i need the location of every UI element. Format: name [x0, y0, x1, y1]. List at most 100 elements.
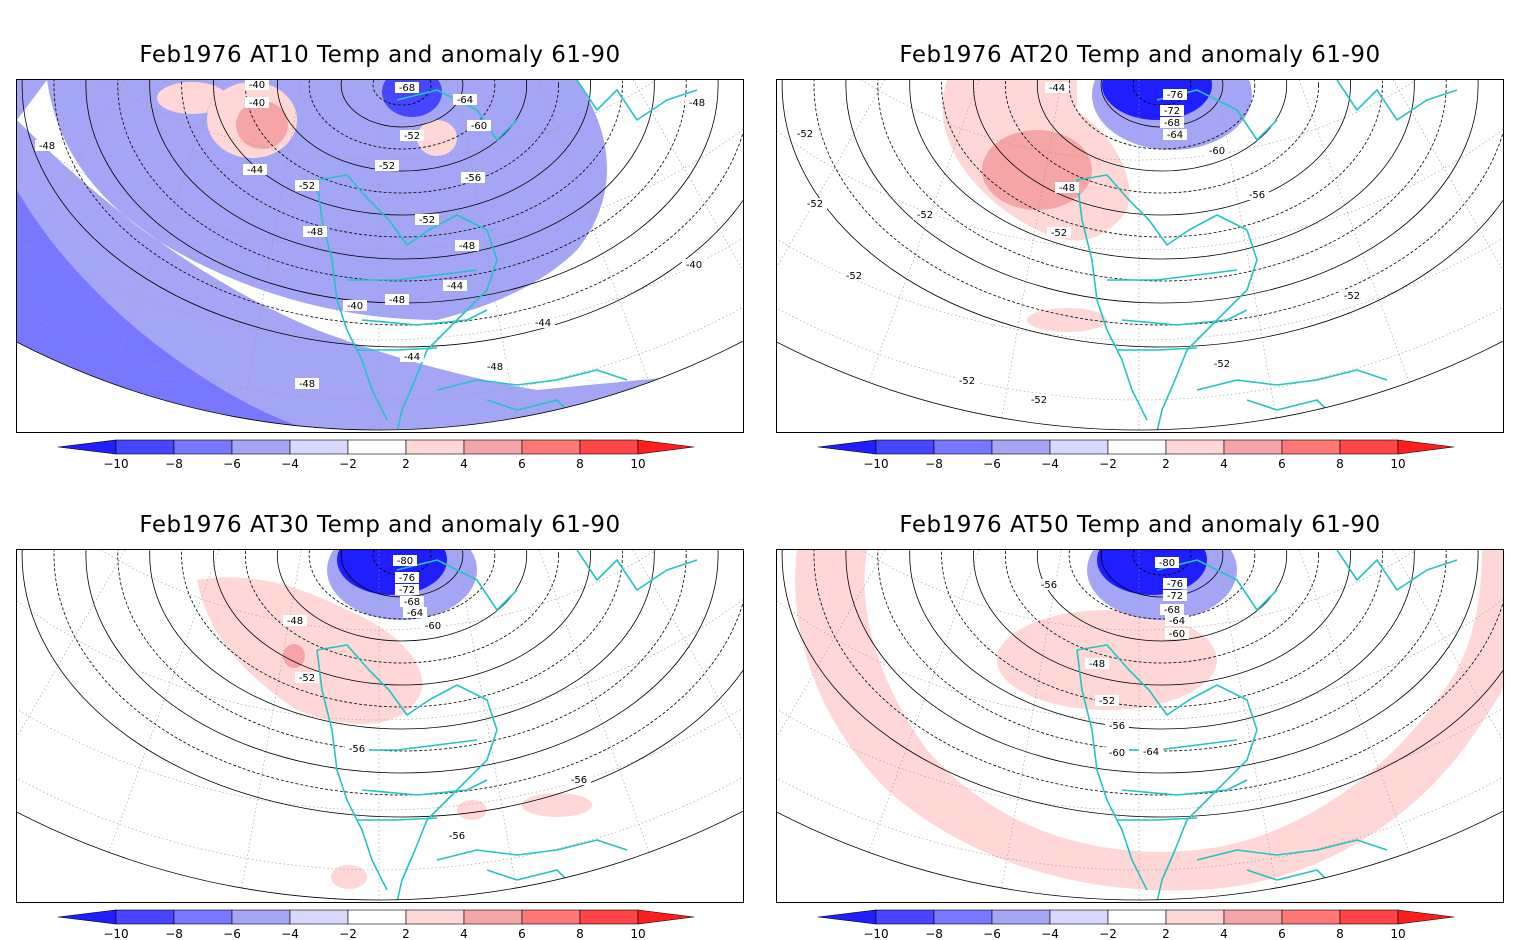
coastline — [1076, 179, 1148, 421]
polar-map: -40 -40 -48 -68 -64 -60 -52 -52 -44 -52 -56 -52 -48 -… — [16, 79, 744, 433]
contour-label: -56 — [571, 775, 587, 786]
colorbar-segment — [991, 439, 1051, 455]
colorbar: −10 −8 −6 −4 −2 2 4 6 8 10 — [818, 439, 1455, 470]
contour-label: -68 — [399, 83, 415, 94]
contour-label-bg — [283, 615, 307, 626]
contour-label-bg — [483, 361, 507, 372]
colorbar-segment — [1281, 439, 1341, 455]
contour-label-bg — [395, 584, 419, 595]
longitude-line — [239, 550, 328, 898]
anomaly-region — [331, 865, 367, 889]
contour-label: -48 — [389, 295, 405, 306]
longitude-line — [528, 550, 743, 803]
coastline — [347, 739, 478, 751]
contour-label-bg — [913, 209, 937, 220]
contour-label-bg — [303, 226, 327, 237]
panel-title: Feb1976 AT50 Temp and anomaly 61-90 — [899, 512, 1381, 538]
colorbar-arrow-right — [1397, 909, 1455, 925]
coastline — [1196, 369, 1388, 391]
contour-label-bg — [35, 140, 59, 151]
contour-label: -52 — [846, 271, 862, 282]
coastline — [1117, 817, 1198, 821]
coastline — [576, 80, 698, 121]
contour-label-bg — [467, 120, 491, 131]
colorbar-tick-label: 8 — [1336, 927, 1344, 940]
colorbar: −10 −8 −6 −4 −2 2 4 6 8 10 — [58, 439, 695, 470]
colorbar-segment — [875, 439, 935, 455]
panel-title: Feb1976 AT20 Temp and anomaly 61-90 — [899, 42, 1381, 68]
colorbar-tick-label: −8 — [165, 927, 183, 940]
contour-label: -60 — [425, 621, 441, 632]
contour-label: -76 — [399, 573, 415, 584]
colorbar-tick-label: −10 — [103, 927, 128, 940]
contour-label-bg — [842, 270, 866, 281]
contour-label: -48 — [287, 616, 303, 627]
contour-label-bg — [1163, 590, 1187, 601]
colorbar-tick-label: −6 — [223, 927, 241, 940]
colorbar-segment — [579, 439, 639, 455]
coastline — [316, 644, 498, 900]
colorbar-arrow-right — [637, 439, 695, 455]
longitude-line — [105, 80, 277, 392]
colorbar-tick-label: −8 — [925, 927, 943, 940]
anomaly-region — [417, 120, 457, 156]
contour-label: -40 — [249, 98, 265, 109]
contour-label: -44 — [535, 318, 551, 329]
temperature-contour — [308, 80, 496, 150]
coastline — [1076, 649, 1148, 891]
coastline — [1336, 550, 1458, 591]
colorbar-tick-label: −4 — [1041, 927, 1059, 940]
temperature-contour — [213, 80, 591, 216]
contour-label-bg — [1047, 227, 1071, 238]
temperature-contour — [1004, 80, 1320, 194]
temperature-contour — [877, 80, 1447, 282]
temperature-contour — [117, 80, 687, 282]
colorbar-tick-label: 2 — [1162, 457, 1170, 470]
longitude-line — [865, 550, 1037, 862]
colorbar-segment — [405, 439, 465, 455]
temperature-contour — [21, 80, 743, 348]
contour-label-bg — [245, 80, 269, 90]
colorbar-segment — [115, 909, 175, 925]
colorbar-tick-label: 10 — [630, 457, 645, 470]
contour-label: -52 — [917, 210, 933, 221]
contours — [21, 80, 743, 348]
contour-label: -52 — [959, 376, 975, 387]
temperature-contour — [1068, 550, 1256, 620]
coastline — [357, 347, 438, 351]
panel-at10: Feb1976 AT10 Temp and anomaly 61-90 -40-… — [0, 0, 760, 470]
anomaly-region — [1097, 550, 1207, 595]
anomaly-region — [522, 793, 592, 817]
contour-label: -56 — [1249, 190, 1265, 201]
temperature-contour — [21, 550, 743, 818]
colorbar-tick-label: −6 — [983, 457, 1001, 470]
contour-label: -76 — [1167, 90, 1183, 101]
contour-label-bg — [1205, 145, 1229, 156]
contour-label-bg — [295, 180, 319, 191]
colorbar-tick-label: 6 — [1278, 927, 1286, 940]
colorbar-tick-label: 4 — [460, 927, 468, 940]
longitude-line — [777, 550, 990, 803]
temperature-contour — [117, 550, 687, 752]
longitude-line — [1241, 80, 1413, 392]
contour-label-bg — [1245, 189, 1269, 200]
anomaly-region — [1102, 80, 1212, 120]
colorbar-tick-label: −2 — [339, 457, 357, 470]
colorbar-tick-label: −10 — [103, 457, 128, 470]
longitude-line — [105, 550, 277, 862]
colorbar-arrow-right — [1397, 439, 1455, 455]
colorbar-segment — [1049, 909, 1109, 925]
coastline — [357, 817, 438, 821]
coastline — [361, 779, 488, 796]
contour-label: -48 — [689, 98, 705, 109]
contour-label-bg — [455, 240, 479, 251]
contour-label-bg — [1210, 358, 1234, 369]
contour-label-bg — [1163, 129, 1187, 140]
anomaly-region — [1027, 308, 1107, 332]
colorbar-tick-label: −10 — [863, 927, 888, 940]
longitude-line — [17, 550, 230, 803]
coastline — [1196, 839, 1388, 861]
anomaly-region — [157, 82, 227, 114]
contour-label: -68 — [1164, 605, 1180, 616]
longitude-line — [481, 80, 653, 392]
